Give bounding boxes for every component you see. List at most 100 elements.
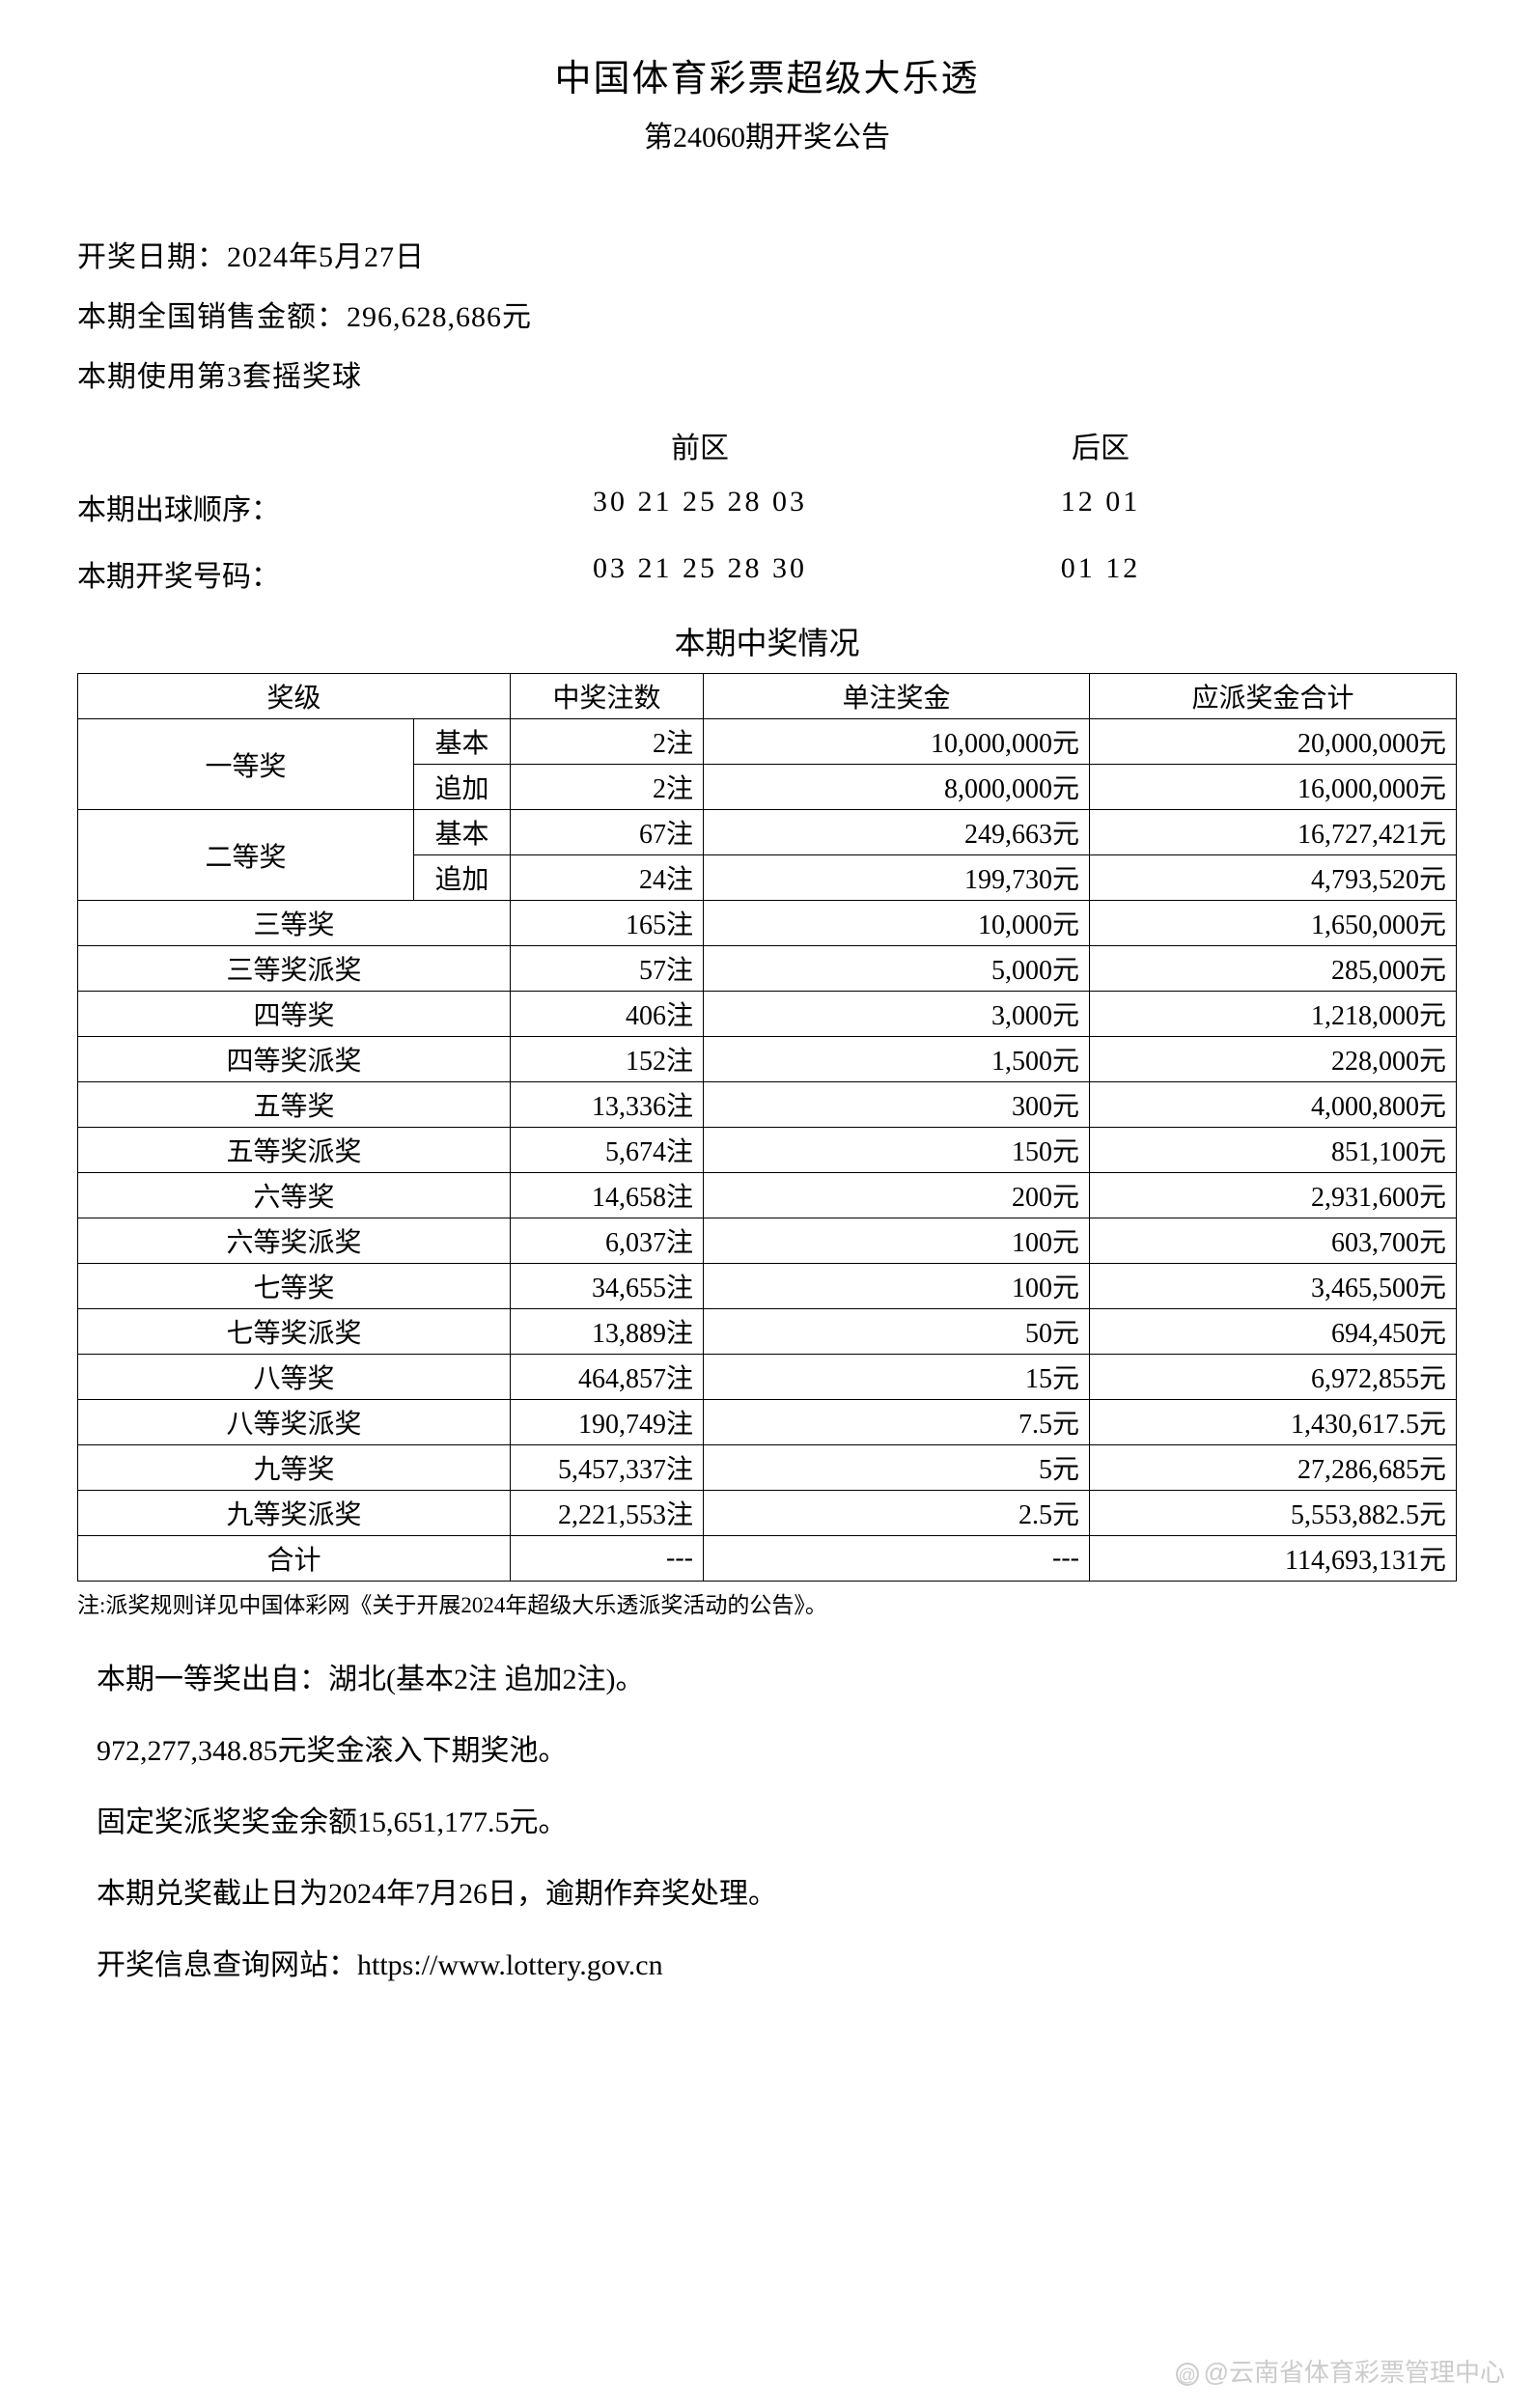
cell-total: 285,000元 bbox=[1090, 946, 1457, 992]
winning-back: 01 12 bbox=[917, 552, 1284, 595]
cell-level: 六等奖派奖 bbox=[78, 1218, 511, 1264]
table-row: 二等奖 基本 67注 249,663元 16,727,421元 bbox=[78, 810, 1457, 855]
cell-total: 27,286,685元 bbox=[1090, 1445, 1457, 1491]
cell-level: 八等奖派奖 bbox=[78, 1400, 511, 1445]
ball-set: 本期使用第3套摇奖球 bbox=[77, 352, 1457, 395]
sales-amount: 本期全国销售金额：296,628,686元 bbox=[77, 293, 1457, 335]
table-row: 三等奖派奖 57注 5,000元 285,000元 bbox=[78, 946, 1457, 992]
cell-amount: 10,000,000元 bbox=[704, 719, 1090, 765]
cell-count: 2注 bbox=[511, 719, 704, 765]
cell-total: 603,700元 bbox=[1090, 1218, 1457, 1264]
cell-amount: 2.5元 bbox=[704, 1491, 1090, 1536]
table-row: 七等奖 34,655注 100元 3,465,500元 bbox=[78, 1264, 1457, 1309]
zone-header-row: 前区 后区 bbox=[77, 424, 1457, 466]
winning-front: 03 21 25 28 30 bbox=[483, 552, 917, 595]
cell-level: 九等奖 bbox=[78, 1445, 511, 1491]
prize-section-title: 本期中奖情况 bbox=[77, 619, 1457, 663]
cell-amount: 200元 bbox=[704, 1173, 1090, 1218]
bottom-line2: 972,277,348.85元奖金滚入下期奖池。 bbox=[97, 1720, 1457, 1783]
cell-amount: 7.5元 bbox=[704, 1400, 1090, 1445]
cell-total: 228,000元 bbox=[1090, 1037, 1457, 1082]
cell-amount: 100元 bbox=[704, 1264, 1090, 1309]
cell-amount: 300元 bbox=[704, 1082, 1090, 1128]
cell-total: 114,693,131元 bbox=[1090, 1536, 1457, 1582]
cell-level: 八等奖 bbox=[78, 1355, 511, 1400]
table-row: 六等奖派奖 6,037注 100元 603,700元 bbox=[78, 1218, 1457, 1264]
cell-total: 5,553,882.5元 bbox=[1090, 1491, 1457, 1536]
cell-amount: 5,000元 bbox=[704, 946, 1090, 992]
cell-level: 九等奖派奖 bbox=[78, 1491, 511, 1536]
sub-add: 追加 bbox=[414, 765, 511, 810]
cell-level: 七等奖派奖 bbox=[78, 1309, 511, 1355]
header-total: 应派奖金合计 bbox=[1090, 674, 1457, 719]
cell-total: 6,972,855元 bbox=[1090, 1355, 1457, 1400]
table-row: 六等奖 14,658注 200元 2,931,600元 bbox=[78, 1173, 1457, 1218]
page-title: 中国体育彩票超级大乐透 bbox=[77, 48, 1457, 101]
cell-count: 190,749注 bbox=[511, 1400, 704, 1445]
cell-total: 16,727,421元 bbox=[1090, 810, 1457, 855]
cell-total: 1,430,617.5元 bbox=[1090, 1400, 1457, 1445]
table-row: 一等奖 基本 2注 10,000,000元 20,000,000元 bbox=[78, 719, 1457, 765]
cell-amount: 249,663元 bbox=[704, 810, 1090, 855]
cell-count: 67注 bbox=[511, 810, 704, 855]
table-row: 八等奖 464,857注 15元 6,972,855元 bbox=[78, 1355, 1457, 1400]
level2-label: 二等奖 bbox=[78, 810, 414, 901]
prize-table: 奖级 中奖注数 单注奖金 应派奖金合计 一等奖 基本 2注 10,000,000… bbox=[77, 673, 1457, 1582]
table-row: 七等奖派奖 13,889注 50元 694,450元 bbox=[78, 1309, 1457, 1355]
cell-count: 13,336注 bbox=[511, 1082, 704, 1128]
table-row: 三等奖 165注 10,000元 1,650,000元 bbox=[78, 901, 1457, 946]
sub-basic: 基本 bbox=[414, 719, 511, 765]
draw-date: 开奖日期：2024年5月27日 bbox=[77, 233, 1457, 275]
cell-level: 五等奖派奖 bbox=[78, 1128, 511, 1173]
cell-count: 14,658注 bbox=[511, 1173, 704, 1218]
cell-total: 4,793,520元 bbox=[1090, 855, 1457, 901]
table-row: 九等奖 5,457,337注 5元 27,286,685元 bbox=[78, 1445, 1457, 1491]
draw-order-back: 12 01 bbox=[917, 486, 1284, 528]
cell-amount: 5元 bbox=[704, 1445, 1090, 1491]
table-row: 九等奖派奖 2,221,553注 2.5元 5,553,882.5元 bbox=[78, 1491, 1457, 1536]
cell-count: 165注 bbox=[511, 901, 704, 946]
cell-total: 4,000,800元 bbox=[1090, 1082, 1457, 1128]
cell-total: 20,000,000元 bbox=[1090, 719, 1457, 765]
sub-add: 追加 bbox=[414, 855, 511, 901]
table-row: 五等奖 13,336注 300元 4,000,800元 bbox=[78, 1082, 1457, 1128]
cell-total: 694,450元 bbox=[1090, 1309, 1457, 1355]
cell-total: 16,000,000元 bbox=[1090, 765, 1457, 810]
cell-level: 五等奖 bbox=[78, 1082, 511, 1128]
cell-level: 四等奖派奖 bbox=[78, 1037, 511, 1082]
cell-count: --- bbox=[511, 1536, 704, 1582]
table-row: 四等奖派奖 152注 1,500元 228,000元 bbox=[78, 1037, 1457, 1082]
winning-row: 本期开奖号码： 03 21 25 28 30 01 12 bbox=[77, 552, 1457, 595]
cell-count: 5,674注 bbox=[511, 1128, 704, 1173]
cell-count: 13,889注 bbox=[511, 1309, 704, 1355]
table-row: 八等奖派奖 190,749注 7.5元 1,430,617.5元 bbox=[78, 1400, 1457, 1445]
cell-total: 2,931,600元 bbox=[1090, 1173, 1457, 1218]
cell-total: 3,465,500元 bbox=[1090, 1264, 1457, 1309]
cell-level: 三等奖派奖 bbox=[78, 946, 511, 992]
cell-amount: --- bbox=[704, 1536, 1090, 1582]
bottom-line3: 固定奖派奖奖金余额15,651,177.5元。 bbox=[97, 1791, 1457, 1855]
cell-level: 七等奖 bbox=[78, 1264, 511, 1309]
cell-count: 24注 bbox=[511, 855, 704, 901]
cell-count: 6,037注 bbox=[511, 1218, 704, 1264]
table-row: 五等奖派奖 5,674注 150元 851,100元 bbox=[78, 1128, 1457, 1173]
cell-count: 464,857注 bbox=[511, 1355, 704, 1400]
cell-count: 57注 bbox=[511, 946, 704, 992]
cell-level: 六等奖 bbox=[78, 1173, 511, 1218]
winning-label: 本期开奖号码： bbox=[77, 552, 483, 595]
bottom-info: 本期一等奖出自：湖北(基本2注 追加2注)。 972,277,348.85元奖金… bbox=[77, 1648, 1457, 1998]
cell-total: 1,650,000元 bbox=[1090, 901, 1457, 946]
cell-amount: 50元 bbox=[704, 1309, 1090, 1355]
level1-label: 一等奖 bbox=[78, 719, 414, 810]
draw-order-label: 本期出球顺序： bbox=[77, 486, 483, 528]
header-count: 中奖注数 bbox=[511, 674, 704, 719]
cell-amount: 1,500元 bbox=[704, 1037, 1090, 1082]
cell-count: 2注 bbox=[511, 765, 704, 810]
bottom-line4: 本期兑奖截止日为2024年7月26日，逾期作弃奖处理。 bbox=[97, 1862, 1457, 1926]
footnote: 注:派奖规则详见中国体彩网《关于开展2024年超级大乐透派奖活动的公告》。 bbox=[77, 1586, 1457, 1619]
front-zone-label: 前区 bbox=[483, 424, 917, 466]
sub-basic: 基本 bbox=[414, 810, 511, 855]
cell-level: 四等奖 bbox=[78, 992, 511, 1037]
back-zone-label: 后区 bbox=[917, 424, 1284, 466]
cell-amount: 10,000元 bbox=[704, 901, 1090, 946]
